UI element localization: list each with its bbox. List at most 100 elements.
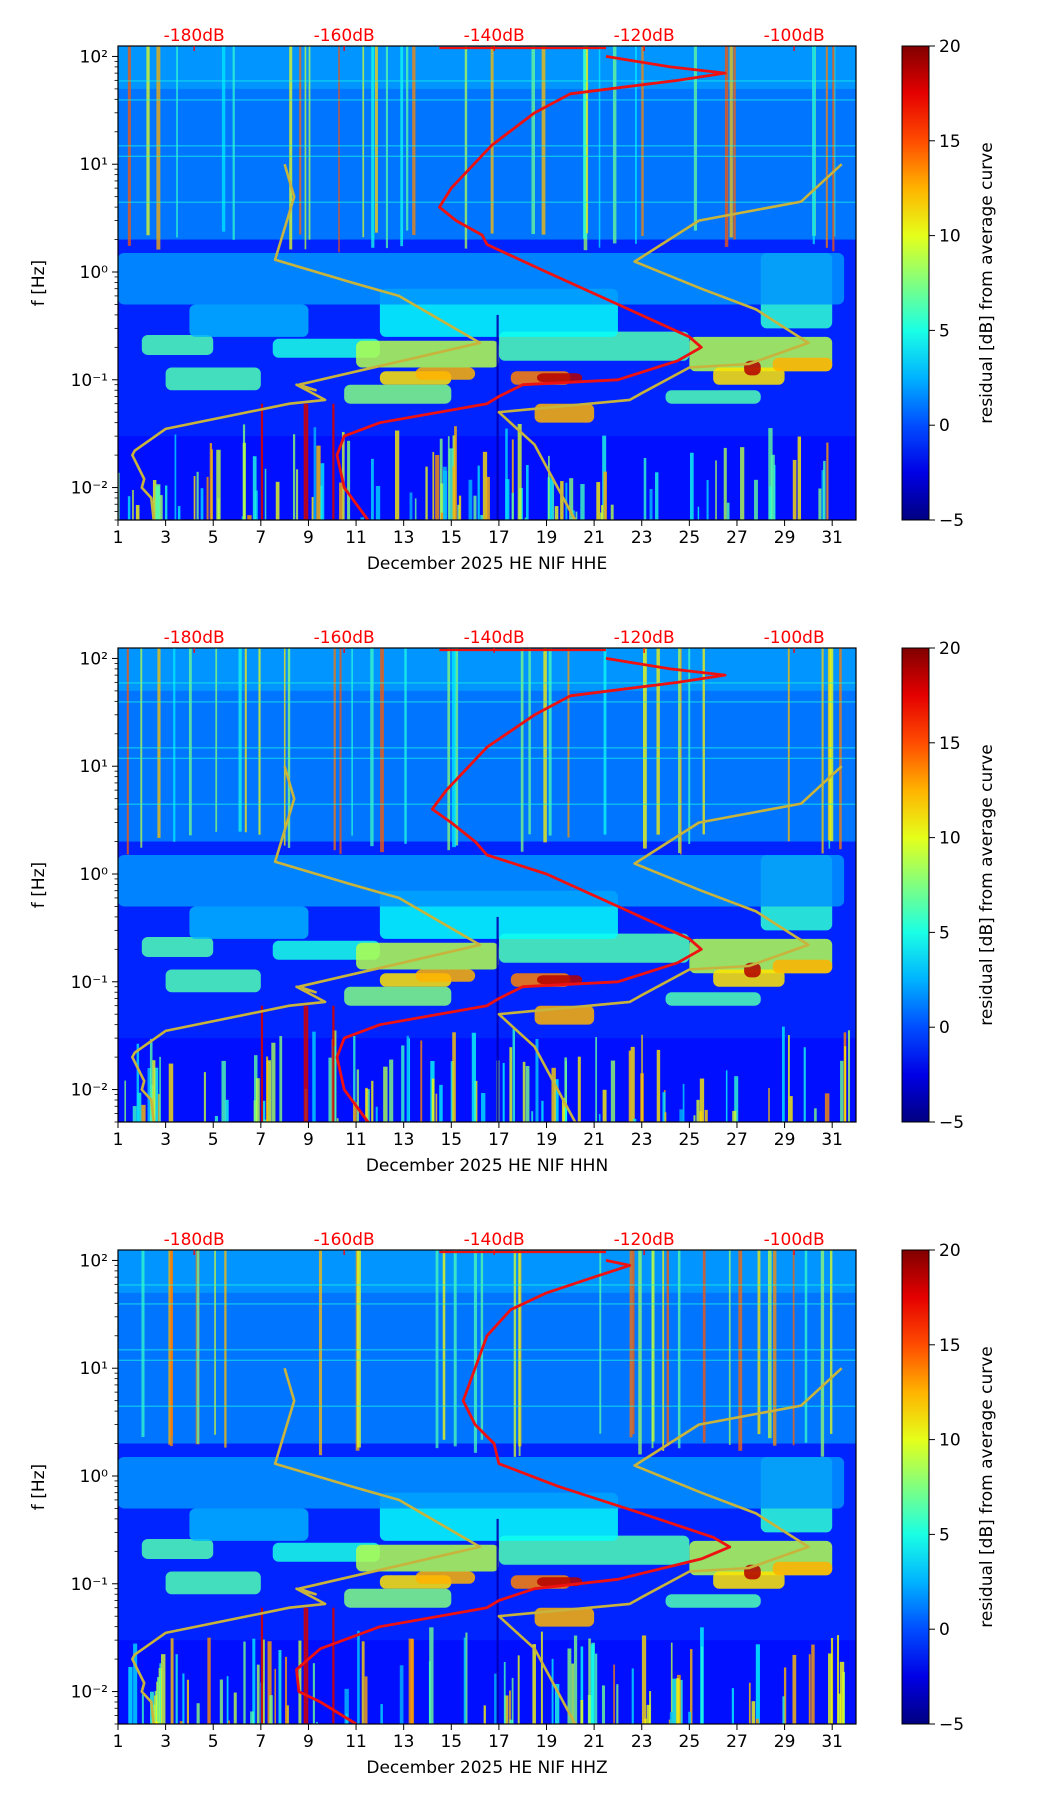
y-tick-label: 10² — [80, 649, 108, 669]
x-tick-label: 31 — [821, 528, 843, 548]
top-db-tick-label: -180dB — [164, 26, 225, 46]
x-tick-label: 23 — [631, 528, 653, 548]
y-tick-label: 10¹ — [80, 155, 108, 175]
x-tick: 11 — [345, 1122, 367, 1150]
colorbar-label: residual [dB] from average curve — [977, 142, 997, 423]
colorbar-tick-label: 10 — [939, 829, 961, 849]
x-tick-label: 27 — [726, 1732, 748, 1752]
x-tick: 31 — [821, 1724, 843, 1752]
y-tick-label: 10⁻² — [71, 1081, 108, 1101]
x-tick: 23 — [631, 1724, 653, 1752]
plot-frame — [117, 45, 857, 521]
x-tick: 31 — [821, 520, 843, 548]
colorbar-tick-label: −5 — [939, 1113, 964, 1133]
colorbar-tick-label: 15 — [939, 1336, 961, 1356]
heatmap — [118, 648, 856, 1122]
x-tick: 1 — [113, 520, 124, 548]
colorbar-tick-label: 0 — [939, 1620, 950, 1640]
y-tick: 10¹ — [80, 662, 118, 777]
x-tick: 21 — [583, 1724, 605, 1752]
x-tick: 3 — [160, 1122, 171, 1150]
x-tick: 25 — [679, 1122, 700, 1150]
y-tick-label: 10⁻¹ — [71, 973, 108, 993]
x-tick: 9 — [303, 1122, 314, 1150]
top-db-tick-label: -120dB — [614, 1230, 675, 1250]
x-tick: 13 — [393, 520, 415, 548]
x-tick: 31 — [821, 1122, 843, 1150]
y-tick: 10⁻¹ — [71, 878, 118, 993]
colorbar-tick-label: 10 — [939, 1431, 961, 1451]
x-tick: 5 — [208, 1122, 219, 1150]
x-tick: 7 — [255, 1724, 266, 1752]
colorbar-tick-label: 10 — [939, 227, 961, 247]
x-tick: 27 — [726, 520, 748, 548]
x-tick: 21 — [583, 520, 605, 548]
x-tick-label: 5 — [208, 1130, 219, 1150]
x-tick: 19 — [536, 1724, 558, 1752]
colorbar-tick-label: 0 — [939, 1018, 950, 1038]
y-tick-label: 10² — [80, 47, 108, 67]
top-db-tick-label: -120dB — [614, 628, 675, 648]
top-db-tick-label: -100dB — [764, 628, 825, 648]
y-tick-label: 10⁰ — [80, 263, 109, 283]
x-tick-label: 9 — [303, 1130, 314, 1150]
spectrogram-panel-hhz: 1 3 5 7 9 11 13 15 17 19 21 23 25 27 29 3110⁻²10⁻¹10⁰10… — [29, 1230, 997, 1778]
y-tick: 10⁰ — [80, 1372, 118, 1487]
average-psd-curve — [295, 1259, 732, 1724]
heatmap — [118, 46, 856, 520]
x-tick: 17 — [488, 520, 510, 548]
y-tick-label: 10⁻² — [71, 479, 108, 499]
x-tick-label: 13 — [393, 528, 415, 548]
noise-model-low-curve — [131, 163, 482, 520]
colorbar-tick-label: 5 — [939, 1525, 950, 1545]
top-db-tick-label: -100dB — [764, 26, 825, 46]
y-tick: 10⁻¹ — [71, 276, 118, 391]
x-tick: 3 — [160, 1724, 171, 1752]
x-tick-label: 15 — [440, 528, 462, 548]
y-tick: 10⁻² — [71, 986, 118, 1101]
top-db-tick-label: -100dB — [764, 1230, 825, 1250]
x-tick-label: 23 — [631, 1732, 653, 1752]
x-tick-label: 1 — [113, 1130, 124, 1150]
x-tick-label: 19 — [536, 1732, 558, 1752]
noise-model-high-curve — [497, 765, 843, 1122]
x-tick: 23 — [631, 520, 653, 548]
noise-model-high-curve — [497, 1367, 843, 1724]
x-tick-label: 19 — [536, 1130, 558, 1150]
x-tick-label: 9 — [303, 1732, 314, 1752]
spectrogram-panel-hhe: 1 3 5 7 9 11 13 15 17 19 21 23 25 27 29 3110⁻²10⁻¹10⁰10… — [29, 26, 997, 574]
x-tick-label: 3 — [160, 1130, 171, 1150]
top-db-tick-label: -120dB — [614, 26, 675, 46]
x-axis-label: December 2025 HE NIF HHE — [367, 554, 607, 574]
x-tick: 15 — [440, 1122, 462, 1150]
colorbar-label: residual [dB] from average curve — [977, 1346, 997, 1627]
x-tick: 15 — [440, 1724, 462, 1752]
colorbar-tick-label: 5 — [939, 321, 950, 341]
x-tick: 29 — [774, 1122, 795, 1150]
x-tick: 29 — [774, 1724, 795, 1752]
colorbar-tick-label: 0 — [939, 416, 950, 436]
x-axis-label: December 2025 HE NIF HHN — [366, 1156, 608, 1176]
x-axis-label: December 2025 HE NIF HHZ — [366, 1758, 607, 1778]
x-tick-label: 1 — [113, 528, 124, 548]
x-tick-label: 7 — [255, 1732, 266, 1752]
noise-model-high-curve — [497, 163, 843, 520]
x-tick-label: 19 — [536, 528, 558, 548]
x-tick: 21 — [583, 1122, 605, 1150]
x-tick-label: 1 — [113, 1732, 124, 1752]
x-tick-label: 25 — [679, 1732, 701, 1752]
x-tick-label: 15 — [440, 1732, 462, 1752]
top-db-tick-label: -180dB — [164, 1230, 225, 1250]
y-tick-label: 10⁰ — [80, 1467, 109, 1487]
x-tick: 27 — [726, 1122, 748, 1150]
x-tick-label: 13 — [393, 1732, 415, 1752]
top-db-tick-label: -140dB — [464, 26, 525, 46]
y-tick: 10² — [80, 47, 118, 67]
plot-frame — [117, 1249, 857, 1725]
y-tick-label: 10⁻¹ — [71, 371, 108, 391]
colorbar-tick-label: 5 — [939, 923, 950, 943]
x-tick-label: 21 — [583, 1130, 605, 1150]
colorbar-tick-label: 20 — [939, 37, 961, 57]
x-tick: 23 — [631, 1122, 653, 1150]
x-tick: 5 — [208, 1724, 219, 1752]
